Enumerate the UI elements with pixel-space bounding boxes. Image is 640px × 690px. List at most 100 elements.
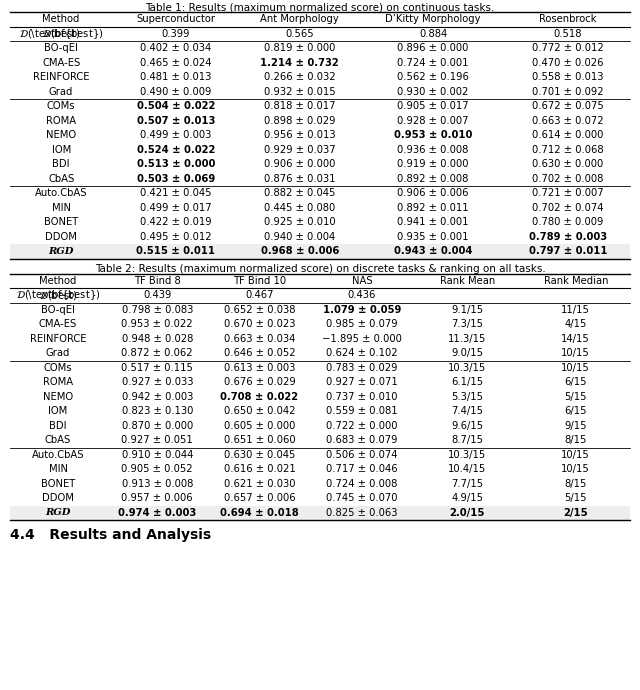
Text: Method: Method (40, 276, 77, 286)
Text: 0.506 ± 0.074: 0.506 ± 0.074 (326, 450, 397, 460)
Text: 0.717 ± 0.046: 0.717 ± 0.046 (326, 464, 397, 474)
Text: 10/15: 10/15 (561, 363, 590, 373)
Text: 0.953 ± 0.010: 0.953 ± 0.010 (394, 130, 472, 140)
Text: 0.724 ± 0.001: 0.724 ± 0.001 (397, 58, 469, 68)
Text: 0.630 ± 0.000: 0.630 ± 0.000 (532, 159, 604, 169)
Text: 0.467: 0.467 (245, 290, 274, 300)
Text: 0.445 ± 0.080: 0.445 ± 0.080 (264, 203, 335, 213)
Text: 9/15: 9/15 (564, 421, 587, 431)
Text: 0.402 ± 0.034: 0.402 ± 0.034 (140, 43, 211, 53)
Text: 0.882 ± 0.045: 0.882 ± 0.045 (264, 188, 335, 198)
Text: 0.942 ± 0.003: 0.942 ± 0.003 (122, 392, 193, 402)
Text: 0.651 ± 0.060: 0.651 ± 0.060 (224, 435, 296, 445)
Text: 0.797 ± 0.011: 0.797 ± 0.011 (529, 246, 607, 256)
Text: 0.789 ± 0.003: 0.789 ± 0.003 (529, 232, 607, 241)
Text: 0.896 ± 0.000: 0.896 ± 0.000 (397, 43, 469, 53)
Text: 0.614 ± 0.000: 0.614 ± 0.000 (532, 130, 604, 140)
Text: RGD: RGD (45, 509, 71, 518)
Text: 0.936 ± 0.008: 0.936 ± 0.008 (397, 145, 469, 155)
Text: 0.985 ± 0.079: 0.985 ± 0.079 (326, 319, 397, 329)
Text: 0.957 ± 0.006: 0.957 ± 0.006 (122, 493, 193, 503)
Text: TF Bind 10: TF Bind 10 (233, 276, 286, 286)
Text: 14/15: 14/15 (561, 334, 590, 344)
Text: 0.652 ± 0.038: 0.652 ± 0.038 (224, 305, 295, 315)
Text: BO-qEI: BO-qEI (41, 305, 75, 315)
Text: 0.513 ± 0.000: 0.513 ± 0.000 (137, 159, 215, 169)
Text: 0.906 ± 0.006: 0.906 ± 0.006 (397, 188, 469, 198)
Text: NEMO: NEMO (46, 130, 76, 140)
Text: 0.605 ± 0.000: 0.605 ± 0.000 (224, 421, 295, 431)
Text: ROMA: ROMA (46, 116, 76, 126)
Text: 0.737 ± 0.010: 0.737 ± 0.010 (326, 392, 397, 402)
Text: 10.3/15: 10.3/15 (448, 450, 486, 460)
Text: NAS: NAS (351, 276, 372, 286)
Text: CbAS: CbAS (45, 435, 71, 445)
Text: 0.819 ± 0.000: 0.819 ± 0.000 (264, 43, 335, 53)
Text: CMA-ES: CMA-ES (39, 319, 77, 329)
Text: 0.399: 0.399 (162, 29, 190, 39)
Text: 0.616 ± 0.021: 0.616 ± 0.021 (223, 464, 296, 474)
Text: 0.701 ± 0.092: 0.701 ± 0.092 (532, 87, 604, 97)
Text: 0.672 ± 0.075: 0.672 ± 0.075 (532, 101, 604, 111)
Text: BDI: BDI (52, 159, 70, 169)
Text: 10/15: 10/15 (561, 464, 590, 474)
Text: 2/15: 2/15 (563, 508, 588, 518)
Text: 9.0/15: 9.0/15 (451, 348, 483, 358)
Text: 10.4/15: 10.4/15 (448, 464, 486, 474)
Text: 0.780 ± 0.009: 0.780 ± 0.009 (532, 217, 604, 227)
Text: −1.895 ± 0.000: −1.895 ± 0.000 (322, 334, 402, 344)
Text: 0.929 ± 0.037: 0.929 ± 0.037 (264, 145, 335, 155)
Text: REINFORCE: REINFORCE (30, 334, 86, 344)
Text: Ant Morphology: Ant Morphology (260, 14, 339, 24)
Text: 10.3/15: 10.3/15 (448, 363, 486, 373)
Text: 9.1/15: 9.1/15 (451, 305, 483, 315)
Text: 0.503 ± 0.069: 0.503 ± 0.069 (137, 174, 215, 184)
Text: 0.940 ± 0.004: 0.940 ± 0.004 (264, 232, 335, 241)
Text: TF Bind 8: TF Bind 8 (134, 276, 180, 286)
Text: MIN: MIN (52, 203, 70, 213)
Text: $\mathcal{D}$(best): $\mathcal{D}$(best) (39, 288, 77, 302)
Text: COMs: COMs (44, 363, 72, 373)
Text: 0.439: 0.439 (143, 290, 172, 300)
Text: 0.657 ± 0.006: 0.657 ± 0.006 (224, 493, 296, 503)
Text: 7.4/15: 7.4/15 (451, 406, 483, 416)
Text: 11/15: 11/15 (561, 305, 590, 315)
Text: CMA-ES: CMA-ES (42, 58, 80, 68)
Bar (10, 244, 630, 259)
Text: Table 1: Results (maximum normalized score) on continuous tasks.: Table 1: Results (maximum normalized sco… (145, 3, 495, 13)
Text: IOM: IOM (52, 145, 71, 155)
Text: 0.930 ± 0.002: 0.930 ± 0.002 (397, 87, 469, 97)
Text: 4/15: 4/15 (564, 319, 587, 329)
Text: 0.559 ± 0.081: 0.559 ± 0.081 (326, 406, 397, 416)
Text: 0.499 ± 0.003: 0.499 ± 0.003 (140, 130, 212, 140)
Text: 7.7/15: 7.7/15 (451, 479, 483, 489)
Text: 5.3/15: 5.3/15 (451, 392, 483, 402)
Text: 0.870 ± 0.000: 0.870 ± 0.000 (122, 421, 193, 431)
Text: 0.702 ± 0.008: 0.702 ± 0.008 (532, 174, 604, 184)
Text: 0.974 ± 0.003: 0.974 ± 0.003 (118, 508, 196, 518)
Text: 0.470 ± 0.026: 0.470 ± 0.026 (532, 58, 604, 68)
Text: NEMO: NEMO (43, 392, 73, 402)
Text: 0.676 ± 0.029: 0.676 ± 0.029 (223, 377, 296, 387)
Text: 0.948 ± 0.028: 0.948 ± 0.028 (122, 334, 193, 344)
Text: 0.783 ± 0.029: 0.783 ± 0.029 (326, 363, 397, 373)
Text: REINFORCE: REINFORCE (33, 72, 90, 82)
Text: 0.663 ± 0.034: 0.663 ± 0.034 (224, 334, 295, 344)
Text: 0.892 ± 0.008: 0.892 ± 0.008 (397, 174, 469, 184)
Text: 0.712 ± 0.068: 0.712 ± 0.068 (532, 145, 604, 155)
Text: 0.721 ± 0.007: 0.721 ± 0.007 (532, 188, 604, 198)
Text: 0.518: 0.518 (554, 29, 582, 39)
Text: BONET: BONET (44, 217, 78, 227)
Text: 0.630 ± 0.045: 0.630 ± 0.045 (224, 450, 295, 460)
Text: 0.927 ± 0.033: 0.927 ± 0.033 (122, 377, 193, 387)
Text: 0.481 ± 0.013: 0.481 ± 0.013 (140, 72, 212, 82)
Text: 0.562 ± 0.196: 0.562 ± 0.196 (397, 72, 469, 82)
Text: 11.3/15: 11.3/15 (448, 334, 486, 344)
Text: 2.0/15: 2.0/15 (449, 508, 485, 518)
Text: 0.935 ± 0.001: 0.935 ± 0.001 (397, 232, 469, 241)
Text: 1.079 ± 0.059: 1.079 ± 0.059 (323, 305, 401, 315)
Text: 0.436: 0.436 (348, 290, 376, 300)
Text: 0.872 ± 0.062: 0.872 ± 0.062 (122, 348, 193, 358)
Text: 8/15: 8/15 (564, 479, 587, 489)
Text: MIN: MIN (49, 464, 68, 474)
